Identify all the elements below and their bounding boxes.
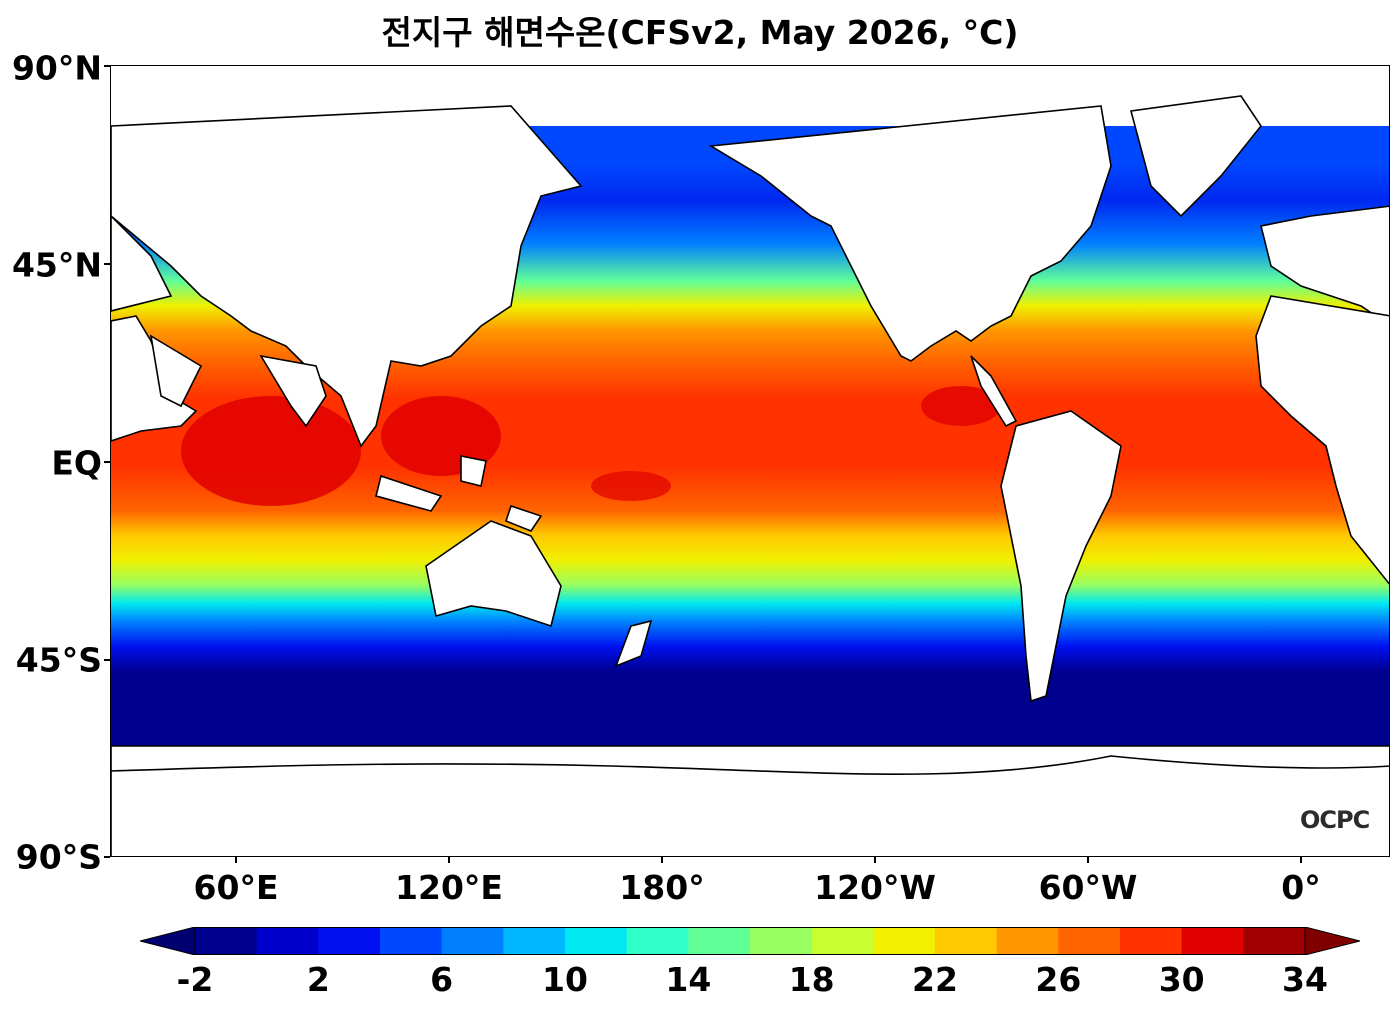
lon-tick — [874, 857, 876, 863]
colorbar-tick-label: 14 — [665, 960, 712, 999]
map-title: 전지구 해면수온(CFSv2, May 2026, °C) — [381, 13, 1019, 52]
east-pacific-warm — [921, 386, 1001, 426]
lon-tick — [661, 857, 663, 863]
colorbar-outline — [194, 927, 1306, 955]
lat-label-45s: 45°S — [15, 640, 102, 680]
colorbar-tick-label: 6 — [430, 960, 454, 999]
lon-tick — [235, 857, 237, 863]
europe-west-land — [111, 214, 173, 312]
lon-tick — [1087, 857, 1089, 863]
new-zealand-land — [614, 619, 653, 668]
greenland-land — [1129, 95, 1262, 218]
colorbar-swatch — [688, 927, 751, 955]
colorbar-tick-label: 34 — [1282, 960, 1328, 999]
arabia-land — [149, 334, 203, 408]
asia-land — [111, 105, 583, 448]
europe-land — [1260, 205, 1389, 326]
colorbar-swatch — [1120, 927, 1183, 955]
lon-label-120w: 120°W — [814, 868, 936, 907]
africa-east-land — [111, 315, 198, 442]
colorbar-tick-label: 2 — [306, 960, 330, 999]
indian-ocean-warm-pool — [181, 396, 361, 506]
colorbar-swatch — [441, 927, 504, 955]
new-guinea-land — [505, 504, 543, 532]
indonesia-island-1 — [375, 474, 443, 512]
colorbar-swatch — [626, 927, 689, 955]
lon-tick — [1300, 857, 1302, 863]
colorbar-swatch — [195, 927, 258, 955]
india-land — [259, 354, 327, 428]
colorbar-swatch — [380, 927, 443, 955]
colorbar-extend-low — [140, 927, 196, 955]
colorbar-swatch — [1181, 927, 1244, 955]
antarctic-coastline — [111, 755, 1389, 775]
colorbar — [140, 927, 1360, 955]
colorbar-tick-label: 30 — [1158, 960, 1205, 999]
lon-label-180: 180° — [619, 868, 705, 907]
colorbar-tick-label: 18 — [788, 960, 835, 999]
antarctica-land — [111, 745, 1389, 856]
lat-label-45n: 45°N — [11, 245, 102, 285]
colorbar-tick-label: 22 — [912, 960, 958, 999]
australia-land — [425, 520, 562, 628]
colorbar-swatch — [750, 927, 813, 955]
sst-map — [110, 65, 1390, 857]
north-america-land — [708, 105, 1112, 362]
lat-label-90s: 90°S — [15, 837, 102, 877]
lat-label-90n: 90°N — [11, 48, 102, 88]
lon-label-60e: 60°E — [193, 868, 279, 907]
south-america-land — [1000, 410, 1122, 703]
colorbar-swatch — [318, 927, 381, 955]
lat-tick — [104, 461, 110, 463]
colorbar-tick-label: 10 — [542, 960, 588, 999]
colorbar-swatch — [873, 927, 936, 955]
bay-of-bengal-warm — [381, 396, 501, 476]
colorbar-swatch — [996, 927, 1059, 955]
colorbar-swatch — [1058, 927, 1121, 955]
lon-tick — [448, 857, 450, 863]
colorbar-swatch — [811, 927, 874, 955]
lat-tick — [104, 659, 110, 661]
lat-tick — [104, 856, 110, 858]
africa-west-land — [1255, 295, 1389, 585]
ocpc-logo: OCPC — [1300, 806, 1370, 834]
landmasses — [111, 95, 1389, 856]
lon-label-60w: 60°W — [1038, 868, 1138, 907]
south-pacific-warm — [591, 471, 671, 501]
colorbar-tick-label: 26 — [1035, 960, 1082, 999]
central-america-land — [970, 355, 1018, 428]
colorbar-swatch — [503, 927, 566, 955]
colorbar-extend-high — [1304, 927, 1360, 955]
lat-tick — [104, 263, 110, 265]
lat-label-eq: EQ — [51, 443, 102, 483]
lat-tick — [104, 65, 110, 67]
lon-label-120e: 120°E — [395, 868, 503, 907]
colorbar-swatch — [565, 927, 628, 955]
indonesia-island-2 — [460, 455, 487, 487]
lon-label-0: 0° — [1281, 868, 1321, 907]
colorbar-swatch — [1243, 927, 1306, 955]
sst-map-canvas — [111, 95, 1389, 856]
colorbar-tick-label: -2 — [176, 960, 214, 999]
colorbar-swatch — [256, 927, 319, 955]
colorbar-swatch — [935, 927, 998, 955]
